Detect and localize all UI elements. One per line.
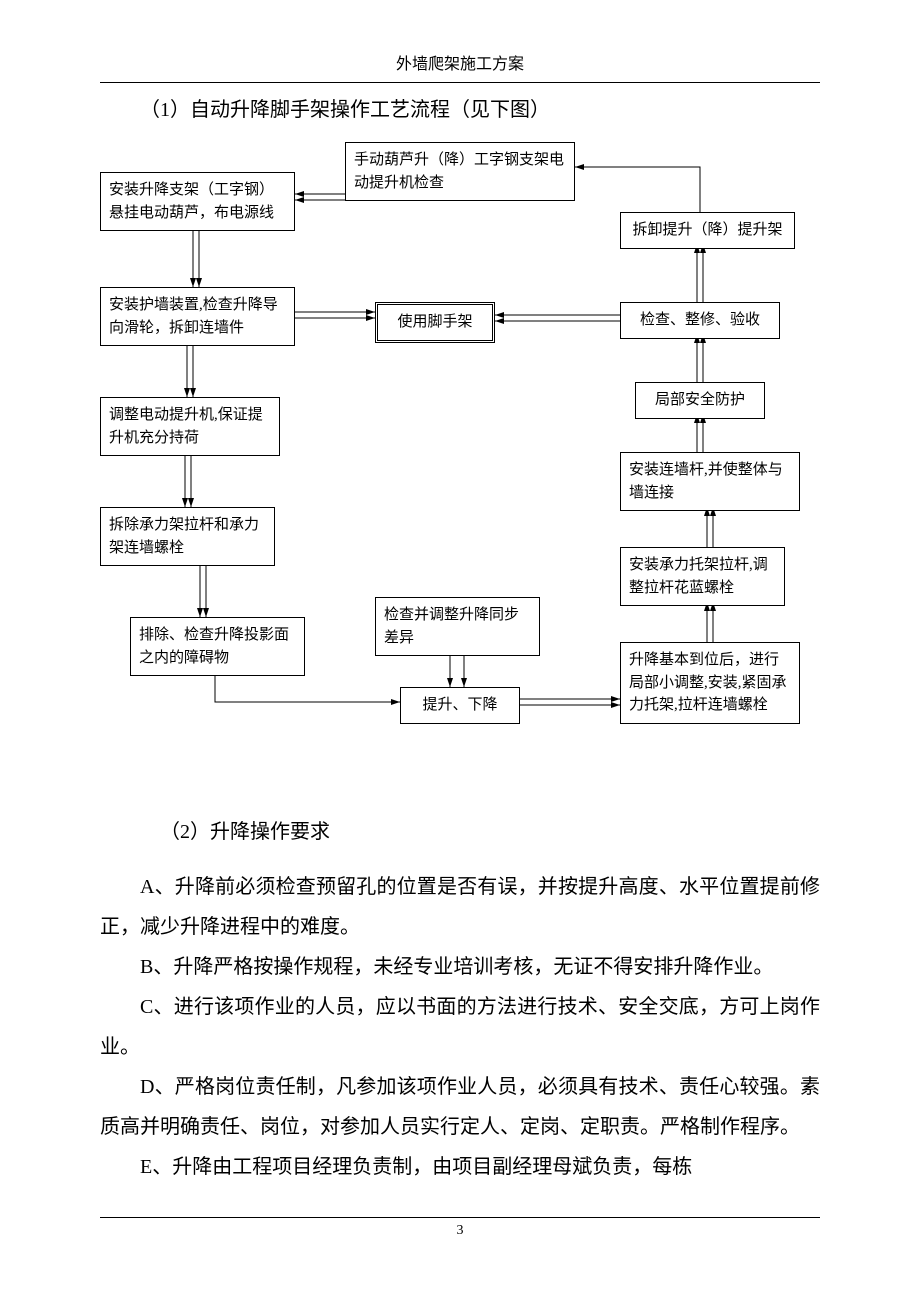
flow-node-10: 安装连墙杆,并使整体与墙连接 bbox=[620, 452, 800, 511]
section-2-title: （2）升降操作要求 bbox=[100, 812, 820, 852]
page-number: 3 bbox=[100, 1217, 820, 1239]
flow-node-13: 使用脚手架 bbox=[375, 302, 495, 343]
page: 外墙爬架施工方案 （1）自动升降脚手架操作工艺流程（见下图） bbox=[0, 0, 920, 1289]
paragraph-d: D、严格岗位责任制，凡参加该项作业人员，必须具有技术、责任心较强。素质高并明确责… bbox=[100, 1067, 820, 1147]
flow-node-9: 安装承力托架拉杆,调整拉杆花蓝螺栓 bbox=[620, 547, 785, 606]
paragraph-e: E、升降由工程项目经理负责制，由项目副经理母斌负责，每栋 bbox=[100, 1147, 820, 1187]
flow-node-2: 安装护墙装置,检查升降导向滑轮，拆卸连墙件 bbox=[100, 287, 295, 346]
flow-node-8: 升降基本到位后，进行局部小调整,安装,紧固承力托架,拉杆连墙螺栓 bbox=[620, 642, 800, 724]
flow-node-6: 提升、下降 bbox=[400, 687, 520, 724]
section-1-title: （1）自动升降脚手架操作工艺流程（见下图） bbox=[100, 93, 820, 122]
flow-node-5: 排除、检查升降投影面之内的障碍物 bbox=[130, 617, 305, 676]
flow-node-7: 检查并调整升降同步差异 bbox=[375, 597, 540, 656]
paragraph-a: A、升降前必须检查预留孔的位置是否有误，并按提升高度、水平位置提前修正，减少升降… bbox=[100, 867, 820, 947]
flowchart: 安装升降支架（工字钢）悬挂电动葫芦，布电源线 安装护墙装置,检查升降导向滑轮，拆… bbox=[100, 142, 820, 792]
flow-node-1: 安装升降支架（工字钢）悬挂电动葫芦，布电源线 bbox=[100, 172, 295, 231]
paragraph-b: B、升降严格按操作规程，未经专业培训考核，无证不得安排升降作业。 bbox=[100, 947, 820, 987]
flow-node-4: 拆除承力架拉杆和承力架连墙螺栓 bbox=[100, 507, 275, 566]
document-header: 外墙爬架施工方案 bbox=[100, 50, 820, 83]
flow-node-15: 手动葫芦升（降）工字钢支架电动提升机检查 bbox=[345, 142, 575, 201]
flow-node-11: 局部安全防护 bbox=[635, 382, 765, 419]
flow-node-12: 检查、整修、验收 bbox=[620, 302, 780, 339]
flow-node-3: 调整电动提升机,保证提升机充分持荷 bbox=[100, 397, 280, 456]
paragraph-c: C、进行该项作业的人员，应以书面的方法进行技术、安全交底，方可上岗作业。 bbox=[100, 987, 820, 1067]
flow-node-14: 拆卸提升（降）提升架 bbox=[620, 212, 795, 249]
